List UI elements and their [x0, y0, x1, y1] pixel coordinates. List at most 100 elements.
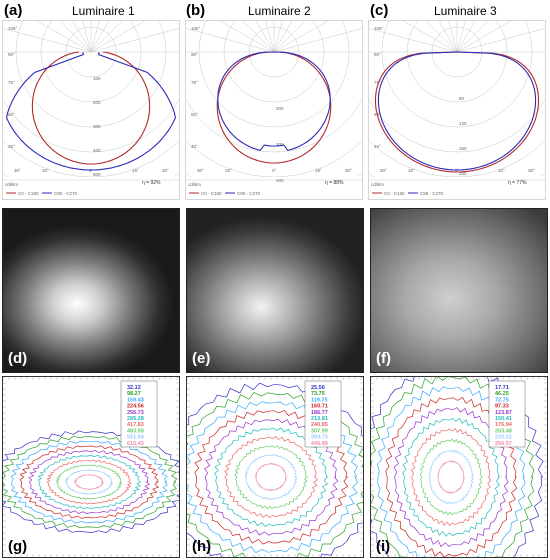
iso-legend-value: 230.02 [495, 435, 512, 441]
polar-grid-circle [3, 98, 179, 153]
polar-angle-tick: 75° [8, 80, 15, 85]
polar-grid-spoke [425, 21, 458, 53]
iso-legend-value: 186.77 [311, 410, 328, 416]
polar-angle-tick: 15° [408, 168, 415, 173]
polar-grid-spoke [219, 21, 275, 53]
polar-grid-circle [186, 98, 362, 153]
iso-legend-value: 615.43 [127, 441, 144, 447]
polar-angle-tick: 60° [8, 112, 15, 117]
iso-contour-line [419, 438, 483, 516]
iso-legend-value: 285.28 [127, 416, 144, 422]
polar-grid-spoke [402, 21, 458, 53]
panel-label-c: (c) [370, 2, 389, 19]
polar-angle-tick: 90° [191, 52, 198, 57]
polar-grid-spoke [273, 21, 306, 53]
legend-label-c90: C90 - C270 [237, 191, 261, 196]
polar-angle-tick: 15° [42, 168, 49, 173]
polar-unit-label: cd/klm [5, 182, 18, 187]
iso-legend-value: 417.83 [127, 422, 144, 428]
legend-label-c0: C0 - C180 [201, 191, 222, 196]
polar-radial-tick: 80 [459, 96, 465, 101]
polar-angle-tick: 30° [528, 168, 535, 173]
iso-legend-value: 256.57 [495, 441, 512, 447]
polar-angle-tick: 90° [374, 52, 381, 57]
panel-label-e: (e) [192, 350, 211, 367]
iso-contour-line [10, 440, 168, 524]
polar-angle-tick: 45° [8, 144, 15, 149]
polar-grid-spoke [59, 21, 92, 53]
iso-legend-value: 73.75 [311, 391, 325, 397]
contour-plot-luminaire-2: 25.5673.75119.75160.71186.77213.81240.85… [186, 376, 364, 558]
polar-radial-tick: 200 [459, 171, 467, 176]
iso-legend-value: 150.41 [495, 416, 512, 422]
panel-label-b: (b) [186, 2, 206, 19]
polar-grid-spoke [369, 28, 458, 53]
iso-contour-line [402, 417, 501, 537]
polar-grid-spoke [273, 21, 329, 53]
iso-contour-line [28, 450, 151, 515]
polar-grid-spoke [273, 28, 362, 53]
polar-angle-tick: 15° [315, 168, 322, 173]
polar-unit-label: cd/klm [371, 182, 384, 187]
polar-unit-label: cd/klm [188, 182, 201, 187]
polar-angle-tick: 30° [14, 168, 21, 173]
polar-grid-spoke [456, 28, 545, 53]
polar-grid-spoke [242, 21, 275, 53]
panel-label-i: (i) [376, 538, 391, 555]
iso-contour-line [46, 459, 132, 505]
polar-grid [3, 21, 179, 177]
polar-curve-c90-c270 [217, 51, 331, 152]
iso-legend-value: 123.87 [495, 410, 512, 416]
iso-legend-value: 160.71 [311, 404, 328, 410]
iso-contour-line [3, 435, 178, 529]
polar-angle-tick: 90° [8, 52, 15, 57]
iso-contour-line [74, 474, 104, 490]
polar-radial-tick: 400 [93, 148, 101, 153]
photo-luminaire-3 [370, 208, 548, 373]
iso-contour-line [37, 454, 142, 510]
polar-grid [186, 21, 362, 177]
polar-radial-tick: 300 [276, 142, 284, 147]
iso-contour-line [437, 460, 466, 494]
legend-label-c0: C0 - C180 [18, 191, 39, 196]
polar-grid-spoke [90, 28, 179, 53]
polar-grid-circle [369, 98, 545, 153]
polar-angle-tick: 15° [225, 168, 232, 173]
iso-legend-value: 240.85 [311, 422, 328, 428]
polar-radial-tick: 300 [93, 124, 101, 129]
iso-legend-value: 98.27 [127, 391, 141, 397]
polar-angle-tick: 30° [380, 168, 387, 173]
iso-contour-line [64, 469, 114, 495]
iso-legend-value: 176.94 [495, 422, 513, 428]
polar-grid-spoke [186, 28, 275, 53]
polar-angle-tick: 30° [197, 168, 204, 173]
polar-radial-tick: 160 [459, 146, 467, 151]
iso-legend-value: 203.48 [495, 428, 512, 434]
iso-legend-value: 224.56 [127, 404, 144, 410]
iso-legend-value: 159.43 [127, 397, 144, 403]
polar-grid-spoke [456, 21, 489, 53]
polar-curve-c90-c270 [377, 51, 537, 171]
panel-label-g: (g) [8, 538, 28, 555]
polar-angle-tick: 75° [374, 80, 381, 85]
iso-contour-line [244, 453, 298, 501]
iso-legend-value: 119.75 [311, 397, 328, 403]
iso-contour-line [19, 445, 160, 519]
iso-legend-value: 483.59 [127, 428, 144, 434]
polar-angle-tick: 45° [191, 144, 198, 149]
iso-legend-box [488, 380, 526, 448]
photo-luminaire-2 [186, 208, 364, 373]
panel-label-f: (f) [376, 350, 391, 367]
legend-label-c90: C90 - C270 [54, 191, 78, 196]
polar-grid-spoke [36, 21, 92, 53]
luminaire-1-title: Luminaire 1 [72, 4, 135, 18]
polar-plot-luminaire-2: 200 300 400 105° 90° 75° 60° 45° 30° 15° 0° 15° 30° c… [185, 20, 363, 200]
polar-curve-c0-c180 [374, 51, 540, 173]
iso-contour-line [234, 445, 309, 510]
luminaire-3-title: Luminaire 3 [434, 4, 497, 18]
iso-contour-line [385, 396, 518, 557]
photo-luminaire-1 [2, 208, 180, 373]
legend-label-c90: C90 - C270 [420, 191, 444, 196]
